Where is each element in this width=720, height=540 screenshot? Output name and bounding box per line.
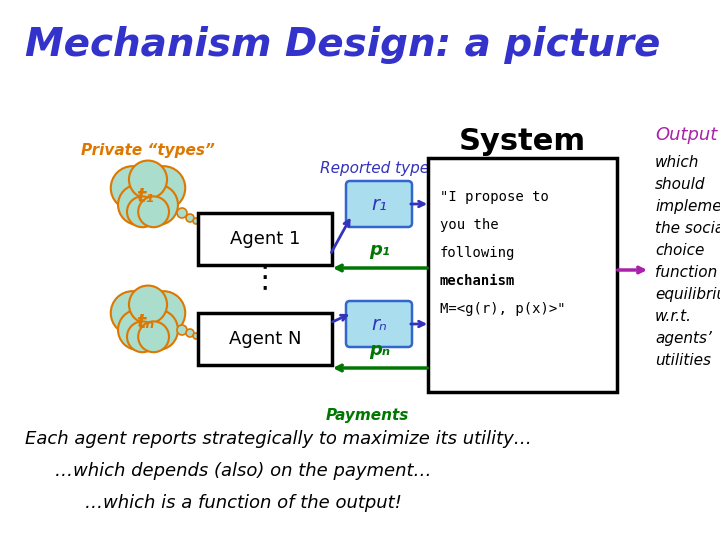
Text: Payments: Payments: [325, 408, 409, 423]
Circle shape: [138, 309, 178, 350]
FancyBboxPatch shape: [198, 313, 332, 365]
Text: following: following: [440, 246, 516, 260]
Text: tₙ: tₙ: [136, 313, 154, 332]
Circle shape: [129, 286, 167, 323]
Circle shape: [177, 208, 187, 218]
Circle shape: [120, 292, 176, 348]
Circle shape: [118, 185, 158, 225]
Circle shape: [142, 166, 185, 210]
Text: rₙ: rₙ: [371, 314, 387, 334]
Text: t₁: t₁: [136, 187, 154, 206]
Text: agents’: agents’: [655, 331, 712, 346]
Text: the social: the social: [655, 221, 720, 236]
Text: Mechanism Design: a picture: Mechanism Design: a picture: [25, 26, 660, 64]
Text: ⋮: ⋮: [250, 264, 280, 293]
Circle shape: [118, 309, 158, 350]
Circle shape: [177, 325, 187, 335]
FancyBboxPatch shape: [198, 213, 332, 265]
Text: System: System: [459, 127, 586, 157]
Text: pₙ: pₙ: [369, 341, 390, 359]
Text: you the: you the: [440, 218, 499, 232]
Circle shape: [138, 321, 169, 352]
Text: Each agent reports strategically to maximize its utility…: Each agent reports strategically to maxi…: [25, 430, 532, 448]
Circle shape: [193, 333, 199, 339]
FancyBboxPatch shape: [346, 181, 412, 227]
FancyBboxPatch shape: [346, 301, 412, 347]
Circle shape: [111, 291, 154, 335]
Text: …which is a function of the output!: …which is a function of the output!: [85, 494, 402, 512]
Text: M=<g(r), p(x)>": M=<g(r), p(x)>": [440, 302, 566, 316]
Text: p₁: p₁: [369, 241, 390, 259]
Circle shape: [129, 160, 167, 199]
Text: mechanism: mechanism: [440, 274, 516, 288]
Circle shape: [193, 218, 199, 224]
Text: implement: implement: [655, 199, 720, 214]
Text: Agent 1: Agent 1: [230, 230, 300, 248]
Text: function in: function in: [655, 265, 720, 280]
FancyBboxPatch shape: [428, 158, 617, 392]
Circle shape: [186, 329, 194, 337]
Text: should: should: [655, 177, 706, 192]
Text: Private “types”: Private “types”: [81, 143, 215, 158]
Circle shape: [127, 321, 158, 352]
Text: Reported types: Reported types: [320, 160, 438, 176]
Text: …which depends (also) on the payment…: …which depends (also) on the payment…: [55, 462, 431, 480]
Text: w.r.t.: w.r.t.: [655, 309, 692, 324]
Text: choice: choice: [655, 243, 704, 258]
Circle shape: [186, 214, 194, 222]
Text: which: which: [655, 155, 699, 170]
Circle shape: [138, 185, 178, 225]
Circle shape: [120, 167, 176, 223]
Circle shape: [127, 197, 158, 227]
Circle shape: [142, 291, 185, 335]
Text: equilibrium: equilibrium: [655, 287, 720, 302]
Text: "I propose to: "I propose to: [440, 190, 549, 204]
Text: r₁: r₁: [371, 194, 387, 213]
Text: utilities: utilities: [655, 353, 711, 368]
Text: Agent N: Agent N: [229, 330, 301, 348]
Circle shape: [138, 197, 169, 227]
Circle shape: [111, 166, 154, 210]
Text: Output: Output: [655, 126, 717, 144]
